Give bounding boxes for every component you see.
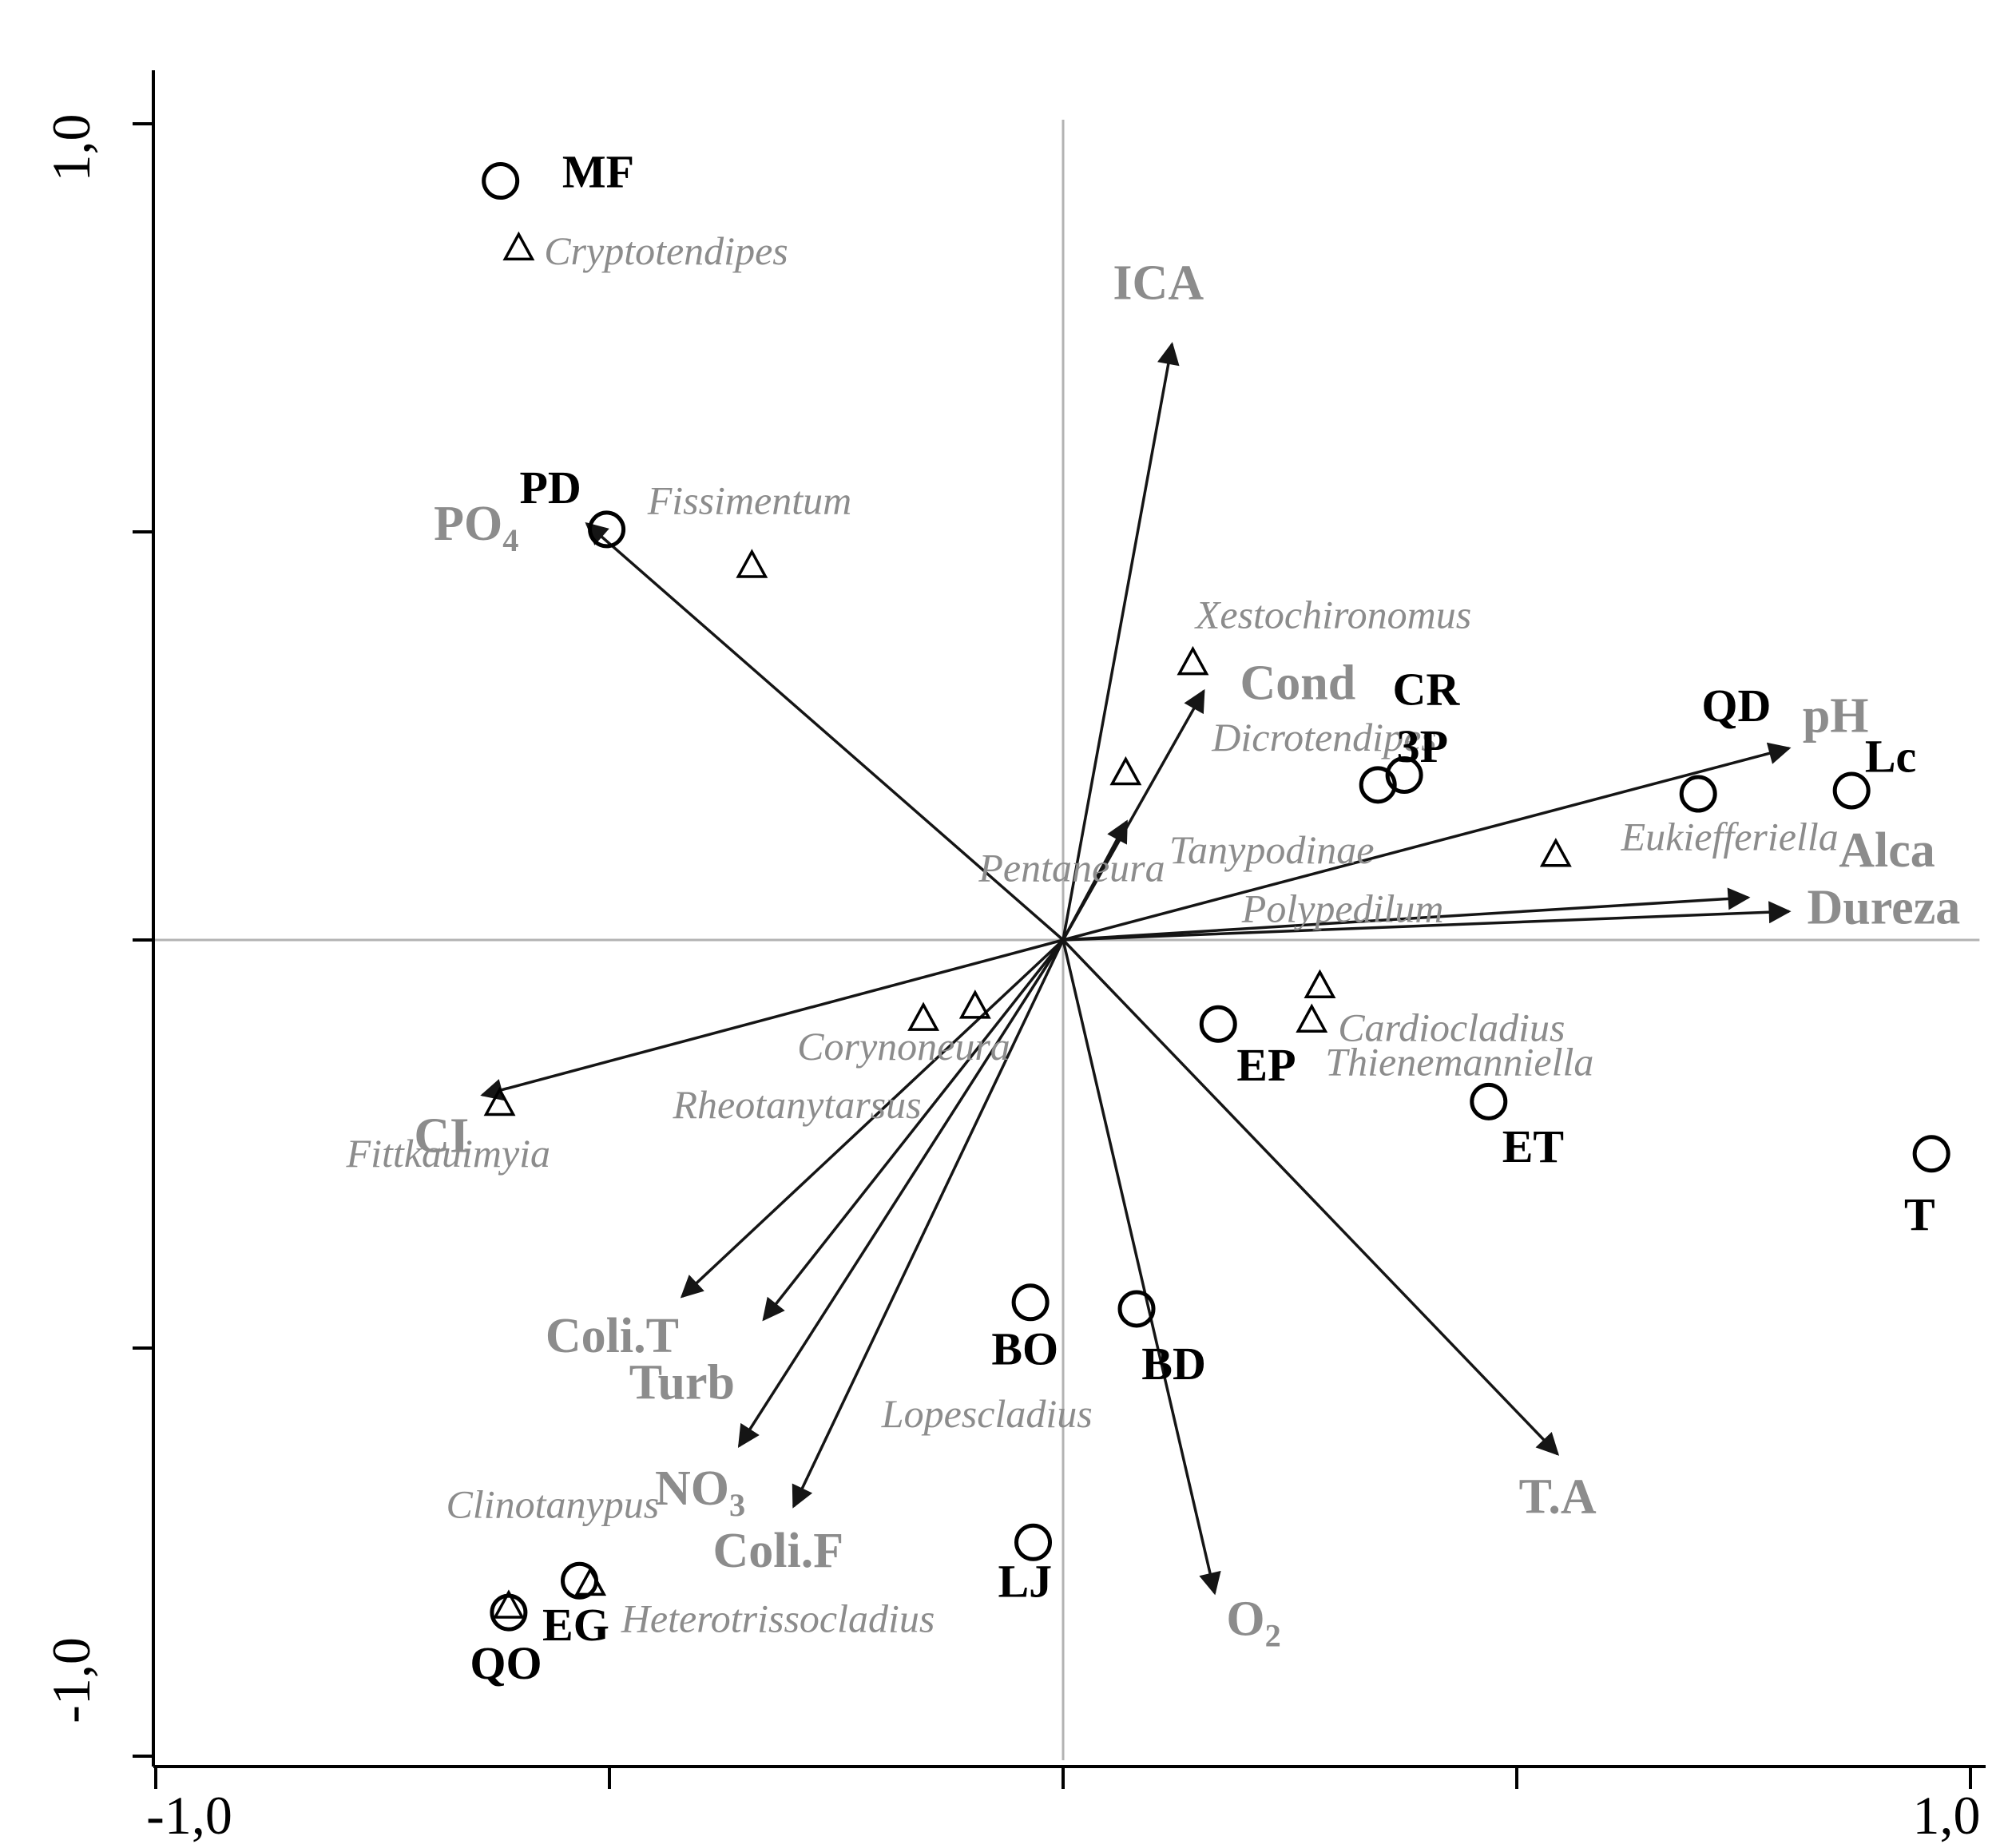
env-label-ph: pH: [1803, 688, 1869, 743]
site-point-pd: [588, 510, 626, 549]
env-arrow-unlabeled: [1062, 819, 1129, 941]
env-label-coli-f: Coli.F: [712, 1524, 843, 1578]
species-point-dicrotendipes: [1109, 755, 1142, 786]
env-arrow-no-3: [737, 939, 1065, 1448]
species-point-eukiefferiella: [1539, 838, 1572, 867]
species-point-xestochironomus: [1177, 645, 1209, 676]
site-label-eg: EG: [542, 1599, 609, 1651]
env-label-po-4: PO4: [434, 497, 518, 558]
site-label-cr: CR: [1393, 664, 1461, 716]
env-label-ci: CI: [414, 1109, 469, 1164]
species-label-eukiefferiella: Eukiefferiella: [1621, 815, 1839, 859]
species-point-fittkauimyia: [483, 1086, 516, 1116]
site-point-lc: [1832, 771, 1871, 810]
species-label-thienemanniella: Thienemanniella: [1325, 1040, 1593, 1085]
x-tick-label: 1,0: [1913, 1785, 1981, 1846]
env-label-t-a: T.A: [1519, 1469, 1597, 1524]
site-label-et: ET: [1502, 1120, 1564, 1172]
site-label-ep: EP: [1236, 1039, 1296, 1091]
env-arrow-dureza: [1062, 901, 1792, 942]
y-tick-label: 1,0: [41, 114, 101, 182]
site-point-3p: [1385, 756, 1423, 795]
site-label-3p: 3P: [1397, 720, 1448, 772]
env-arrow-turb: [762, 938, 1065, 1322]
site-label-qo: QO: [470, 1637, 542, 1689]
y-tick-label: -1,0: [41, 1637, 101, 1723]
species-point-cardiocladius: [1304, 969, 1336, 999]
species-point-cryptotendipes: [502, 231, 535, 261]
env-label-dureza: Dureza: [1808, 881, 1961, 935]
species-label-rheotanytarsus: Rheotanytarsus: [673, 1082, 922, 1127]
species-label-heterotrissocladius: Heterotrissocladius: [621, 1596, 935, 1641]
env-arrow-t-a: [1062, 938, 1560, 1456]
env-arrow-ci: [480, 938, 1064, 1101]
env-arrow-ica: [1062, 342, 1180, 941]
site-point-t: [1912, 1135, 1950, 1173]
site-label-qd: QD: [1701, 680, 1771, 732]
species-label-clinotanypus: Clinotanypus: [446, 1482, 660, 1527]
site-label-mf: MF: [562, 146, 634, 198]
site-point-qo: [490, 1593, 528, 1632]
site-label-pd: PD: [519, 462, 581, 514]
site-label-t: T: [1904, 1188, 1935, 1240]
site-point-ep: [1199, 1005, 1237, 1043]
species-label-tanypodinae: Tanypodinae: [1169, 827, 1375, 872]
species-label-corynoneura: Corynoneura: [797, 1024, 1010, 1069]
species-point-corynoneura: [958, 989, 991, 1019]
site-point-eg: [561, 1561, 599, 1600]
env-label-coli-t: Coli.T: [546, 1309, 679, 1363]
site-label-bo: BO: [991, 1323, 1058, 1374]
site-point-lj: [1014, 1523, 1053, 1561]
species-label-cryptotendipes: Cryptotendipes: [544, 228, 788, 273]
env-arrow-alca: [1062, 887, 1751, 942]
env-label-ica: ICA: [1113, 256, 1204, 311]
species-label-fittkauimyia: Fittkauimyia: [346, 1131, 551, 1176]
species-point-heterotrissocladius: [574, 1566, 607, 1596]
species-label-lopescladius: Lopescladius: [881, 1391, 1093, 1436]
site-point-cr: [1359, 766, 1397, 804]
species-label-cardiocladius: Cardiocladius: [1338, 1005, 1565, 1050]
site-label-lc: Lc: [1865, 730, 1916, 782]
species-point-fissimentum: [736, 549, 768, 578]
env-label-no-3: NO3: [655, 1461, 745, 1523]
site-point-qd: [1679, 775, 1717, 813]
species-point-unlabeled: [492, 1589, 525, 1619]
site-point-bo: [1011, 1283, 1050, 1322]
env-label-alca: Alca: [1839, 823, 1935, 878]
species-label-pentaneura: Pentaneura: [978, 845, 1165, 890]
species-label-fissimentum: Fissimentum: [647, 478, 852, 523]
site-label-lj: LJ: [998, 1556, 1052, 1608]
site-label-bd: BD: [1141, 1338, 1206, 1390]
species-label-polypedilum: Polypedilum: [1241, 886, 1444, 931]
env-arrow-po-4: [585, 521, 1065, 942]
env-arrow-ph: [1062, 742, 1792, 942]
env-arrow-coli-f: [792, 939, 1065, 1509]
species-point-rheotanytarsus: [907, 1001, 940, 1031]
species-label-dicrotendipes: Dicrotendipes: [1211, 715, 1436, 759]
site-point-bd: [1117, 1290, 1156, 1328]
env-arrow-o-2: [1062, 939, 1221, 1596]
env-label-turb: Turb: [629, 1355, 735, 1410]
site-point-et: [1470, 1082, 1508, 1120]
env-label-o-2: O2: [1226, 1592, 1280, 1654]
species-label-xestochironomus: Xestochironomus: [1194, 593, 1471, 637]
species-point-thienemanniella: [1296, 1003, 1328, 1033]
site-point-mf: [482, 162, 520, 200]
env-arrow-coli-t: [680, 938, 1065, 1299]
env-label-cond: Cond: [1240, 656, 1356, 711]
x-tick-label: -1,0: [146, 1785, 232, 1846]
